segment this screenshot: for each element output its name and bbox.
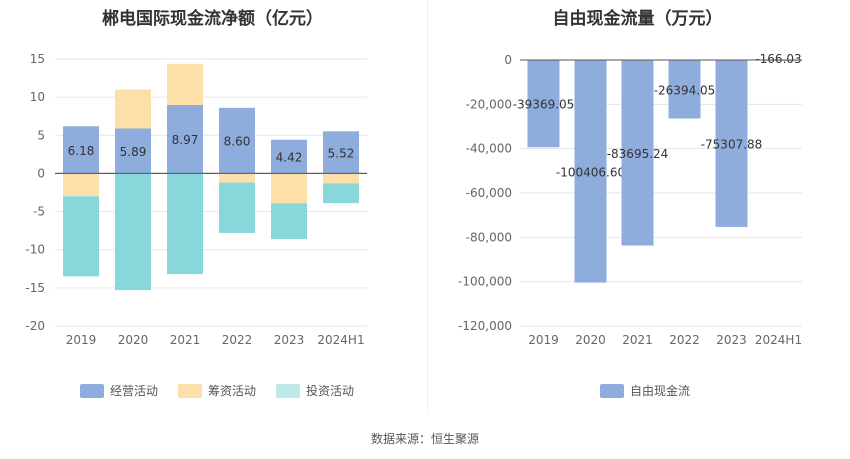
right-x-tick-label: 2022 xyxy=(669,333,700,347)
left-x-tick-label: 2023 xyxy=(274,333,305,347)
left-y-tick-label: 0 xyxy=(37,166,45,180)
right-chart-title: 自由现金流量（万元） xyxy=(552,9,723,29)
left-x-tick-label: 2022 xyxy=(222,333,253,347)
right-chart-legend: 自由现金流 xyxy=(600,382,710,399)
legend-swatch-financing xyxy=(178,383,203,398)
left-bar-0 xyxy=(63,126,99,174)
left-bar-2 xyxy=(63,196,99,277)
right-y-tick-label: -120,000 xyxy=(458,319,512,333)
left-x-tick-label: 2021 xyxy=(170,333,201,347)
left-data-label: 6.18 xyxy=(68,144,95,158)
right-data-label: -166.03 xyxy=(755,52,801,66)
right-x-tick-label: 2021 xyxy=(622,333,653,347)
left-y-tick-label: -5 xyxy=(33,205,45,219)
left-bar-0 xyxy=(167,105,203,174)
legend-swatch-fcf xyxy=(600,383,624,398)
left-y-tick-label: 10 xyxy=(30,90,45,104)
right-x-tick-label: 2020 xyxy=(575,333,606,347)
left-x-tick-label: 2024H1 xyxy=(317,333,364,347)
legend-item-financing[interactable]: 筹资活动 xyxy=(178,382,256,399)
left-bar-2 xyxy=(323,183,359,204)
right-data-label: -39369.05 xyxy=(513,98,575,112)
left-bar-1 xyxy=(167,63,203,106)
legend-label-financing: 筹资活动 xyxy=(208,384,257,398)
legend-swatch-operating xyxy=(80,383,104,398)
left-x-tick-label: 2019 xyxy=(66,333,97,347)
left-chart-legend: 经营活动 筹资活动 投资活动 xyxy=(80,382,374,399)
left-y-tick-label: -20 xyxy=(25,319,45,333)
right-bar xyxy=(527,60,560,148)
left-bar-1 xyxy=(219,173,255,183)
left-bar-1 xyxy=(271,173,307,204)
left-data-label: 5.89 xyxy=(120,145,147,159)
right-data-label: -75307.88 xyxy=(701,137,763,151)
legend-label-fcf: 自由现金流 xyxy=(630,384,691,398)
right-data-label: -26394.05 xyxy=(654,83,716,97)
right-bar xyxy=(621,60,654,246)
left-bar-2 xyxy=(271,203,307,240)
right-x-tick-label: 2023 xyxy=(716,333,747,347)
left-data-label: 4.42 xyxy=(276,151,303,165)
right-data-label: -100406.60 xyxy=(556,165,625,179)
legend-item-investing[interactable]: 投资活动 xyxy=(276,382,354,399)
left-data-label: 5.52 xyxy=(328,146,355,160)
right-y-tick-label: -40,000 xyxy=(466,142,512,156)
left-y-tick-label: 15 xyxy=(30,52,45,66)
legend-label-investing: 投资活动 xyxy=(306,384,355,398)
right-y-tick-label: -100,000 xyxy=(458,275,512,289)
right-x-tick-label: 2024H1 xyxy=(755,333,802,347)
left-bar-1 xyxy=(115,89,151,129)
right-data-label: -83695.24 xyxy=(607,147,669,161)
right-y-tick-label: 0 xyxy=(504,53,512,67)
left-bar-2 xyxy=(115,173,151,291)
left-x-tick-label: 2020 xyxy=(118,333,149,347)
left-y-tick-label: 5 xyxy=(37,128,45,142)
left-bar-0 xyxy=(271,139,307,174)
right-bar xyxy=(668,60,701,119)
right-x-tick-label: 2019 xyxy=(528,333,559,347)
right-bar xyxy=(715,60,748,227)
legend-swatch-investing xyxy=(276,383,301,398)
left-data-label: 8.60 xyxy=(224,135,251,149)
right-y-tick-label: -60,000 xyxy=(466,186,512,200)
left-bar-0 xyxy=(115,128,151,174)
right-bar xyxy=(574,60,607,283)
left-chart-title: 郴电国际现金流净额（亿元） xyxy=(102,9,323,29)
right-y-tick-label: -20,000 xyxy=(466,97,512,111)
left-bar-1 xyxy=(63,173,99,197)
data-source-note: 数据来源：恒生聚源 xyxy=(370,432,479,446)
left-bar-2 xyxy=(219,182,255,233)
left-bar-0 xyxy=(323,131,359,174)
right-y-tick-label: -80,000 xyxy=(466,230,512,244)
legend-item-operating[interactable]: 经营活动 xyxy=(80,382,158,399)
legend-label-operating: 经营活动 xyxy=(110,384,159,398)
legend-item-fcf[interactable]: 自由现金流 xyxy=(600,382,690,399)
left-bar-2 xyxy=(167,173,203,275)
panel-divider xyxy=(427,0,428,410)
left-data-label: 8.97 xyxy=(172,133,199,147)
left-bar-1 xyxy=(323,173,359,184)
left-y-tick-label: -10 xyxy=(25,243,45,257)
left-bar-0 xyxy=(219,107,255,174)
left-y-tick-label: -15 xyxy=(25,281,45,295)
